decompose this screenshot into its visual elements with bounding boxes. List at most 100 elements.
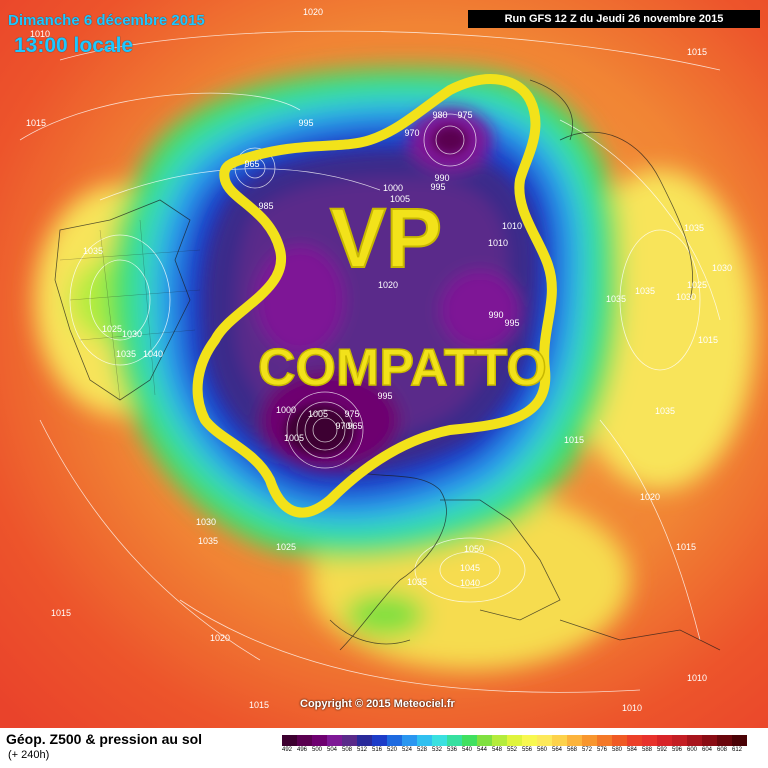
isobar-ring xyxy=(423,113,477,167)
legend-swatch xyxy=(462,735,477,746)
lat-lon-grid xyxy=(59,219,201,401)
isobar-label: 1010 xyxy=(686,673,708,683)
isobar-label: 1035 xyxy=(605,294,627,304)
isobar-label: 1005 xyxy=(389,194,411,204)
isobar-label: 1025 xyxy=(101,324,123,334)
legend-swatch xyxy=(627,735,642,746)
compatto-annotation: COMPATTO xyxy=(257,338,547,398)
isobar-label: 1015 xyxy=(675,542,697,552)
isobar-label: 1035 xyxy=(654,406,676,416)
isobar-ring xyxy=(296,401,354,459)
isobar-ring xyxy=(286,391,364,469)
geopotential-map xyxy=(0,0,768,728)
legend-swatch xyxy=(282,735,297,746)
isobar-label: 1035 xyxy=(197,536,219,546)
legend-swatch xyxy=(432,735,447,746)
isobars xyxy=(19,30,721,693)
vp-annotation: VP xyxy=(329,190,443,286)
legend-label: 560 xyxy=(537,747,548,753)
coast-mediterranean xyxy=(329,619,411,645)
isobar-ring xyxy=(234,147,276,189)
core-dark-north xyxy=(432,126,468,154)
legend-label: 552 xyxy=(507,747,518,753)
isobar-line xyxy=(99,168,381,201)
grid-line xyxy=(69,289,201,301)
footer-bar: Géop. Z500 & pression au sol (+ 240h) xyxy=(0,728,768,768)
vortex-outline xyxy=(192,74,557,518)
legend-label: 520 xyxy=(387,747,398,753)
legend-swatch xyxy=(522,735,537,746)
isobar-label: 995 xyxy=(377,391,393,401)
legend-swatch xyxy=(732,735,747,746)
coast-arctic xyxy=(529,79,573,141)
coast-europe xyxy=(339,469,447,651)
isobar-label: 1010 xyxy=(621,703,643,713)
band-green-med xyxy=(345,593,425,637)
isobar-label: 990 xyxy=(434,173,450,183)
legend-swatch xyxy=(687,735,702,746)
coast-siberia xyxy=(559,131,694,301)
isobar-label: 1020 xyxy=(377,280,399,290)
legend-label: 568 xyxy=(567,747,578,753)
legend-swatch xyxy=(387,735,402,746)
isobar-label: 985 xyxy=(258,201,274,211)
coast-north-america xyxy=(54,199,191,401)
footer-subtitle: (+ 240h) xyxy=(8,749,50,761)
legend-label: 524 xyxy=(402,747,413,753)
legend-label: 516 xyxy=(372,747,383,753)
legend-label: 588 xyxy=(642,747,653,753)
isobar-ring xyxy=(619,229,701,371)
isobar-label: 1005 xyxy=(283,433,305,443)
legend-label: 536 xyxy=(447,747,458,753)
legend-swatch xyxy=(417,735,432,746)
vortex-inner xyxy=(285,126,468,455)
isobar-ring xyxy=(414,537,526,603)
isobar-label: 1035 xyxy=(82,246,104,256)
legend-swatch xyxy=(312,735,327,746)
isobar-label: 1005 xyxy=(307,409,329,419)
isobar-label: 1035 xyxy=(634,286,656,296)
legend-label: 504 xyxy=(327,747,338,753)
isobar-label: 1050 xyxy=(463,544,485,554)
legend-swatch xyxy=(552,735,567,746)
isobar-label: 1035 xyxy=(115,349,137,359)
isobar-label: 1020 xyxy=(639,492,661,502)
isobar-ring xyxy=(69,234,171,366)
legend-label: 492 xyxy=(282,747,293,753)
legend-label-row: 492 496 500 504 508 512 516 520 524 528 532 536 540 5… xyxy=(282,747,747,758)
run-info-box: Run GFS 12 Z du Jeudi 26 novembre 2015 xyxy=(468,10,760,28)
legend-label: 572 xyxy=(582,747,593,753)
isobar-label: 1015 xyxy=(25,118,47,128)
isobar-label: 975 xyxy=(457,110,473,120)
isobar-label: 970 xyxy=(404,128,420,138)
legend-label: 532 xyxy=(432,747,443,753)
legend-label: 556 xyxy=(522,747,533,753)
grid-line xyxy=(99,229,121,401)
grid-line xyxy=(79,329,196,341)
isobar-label: 1000 xyxy=(382,183,404,193)
isobar-label: 970 xyxy=(335,421,351,431)
isobar-label: 975 xyxy=(344,409,360,419)
legend-label: 576 xyxy=(597,747,608,753)
isobar-label: 1010 xyxy=(501,221,523,231)
copyright-notice: Copyright © 2015 Meteociel.fr xyxy=(300,698,455,710)
legend-swatch xyxy=(507,735,522,746)
isobar-label: 1030 xyxy=(195,517,217,527)
isobar-label: 1040 xyxy=(459,578,481,588)
legend-label: 608 xyxy=(717,747,728,753)
legend-label: 496 xyxy=(297,747,308,753)
core-lobe-east xyxy=(440,270,520,350)
legend-swatch xyxy=(612,735,627,746)
isobar-line xyxy=(19,92,301,141)
isobar-line xyxy=(559,119,721,321)
isobar-label: 1030 xyxy=(711,263,733,273)
legend-label: 564 xyxy=(552,747,563,753)
legend-label: 528 xyxy=(417,747,428,753)
isobar-label: 1035 xyxy=(406,577,428,587)
legend-swatch xyxy=(567,735,582,746)
legend-swatch xyxy=(717,735,732,746)
core-black xyxy=(285,405,355,455)
legend-label: 508 xyxy=(342,747,353,753)
legend-swatch xyxy=(702,735,717,746)
